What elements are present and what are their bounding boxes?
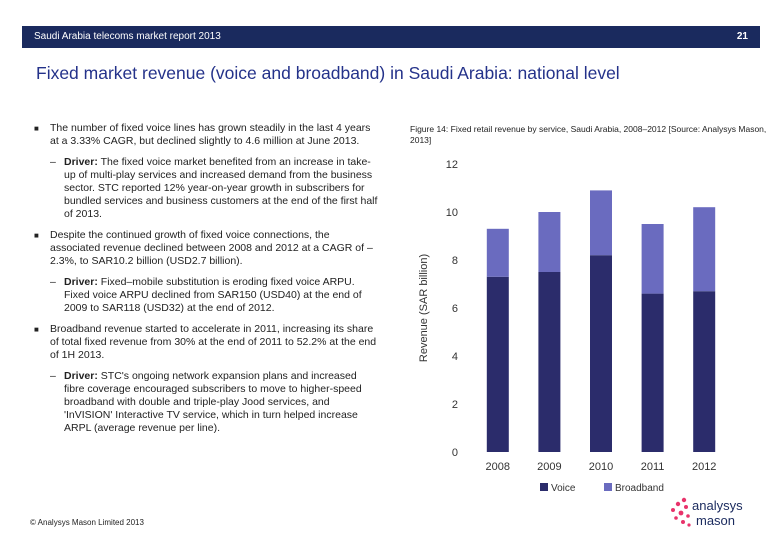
bar-voice-2009: [538, 272, 561, 452]
sub-bullet-text: STC's ongoing network expansion plans an…: [64, 370, 362, 434]
bar-broadband-2009: [538, 212, 561, 272]
figure-caption: Figure 14: Fixed retail revenue by servi…: [410, 124, 767, 145]
revenue-chart: 0 2 4 6 8 10 12 Revenue (SAR billion) 2008 2009 20…: [400, 150, 770, 500]
bullet-list: ■ The number of fixed voice lines has gr…: [34, 122, 379, 443]
bullet-item: ■ The number of fixed voice lines has gr…: [34, 122, 379, 148]
sub-bullet-text: Fixed–mobile substitution is eroding fix…: [64, 276, 362, 314]
legend-label-voice: Voice: [551, 483, 576, 494]
chart-svg: 0 2 4 6 8 10 12 Revenue (SAR billion) 2008 2009 20…: [418, 159, 716, 494]
bullet-marker: ■: [34, 124, 39, 133]
x-tick-label: 2009: [537, 461, 561, 473]
bar-voice-2008: [486, 276, 509, 452]
bullet-text: Broadband revenue started to accelerate …: [50, 323, 377, 361]
x-tick-label: 2011: [641, 461, 665, 473]
sub-bullet-item: – Driver: Fixed–mobile substitution is e…: [34, 276, 379, 315]
driver-label: Driver:: [64, 370, 98, 382]
dash-marker: –: [50, 370, 56, 382]
y-tick-label: 8: [452, 255, 458, 267]
sub-bullet-item: – Driver: STC's ongoing network expansio…: [34, 370, 379, 435]
copyright-footer: © Analysys Mason Limited 2013: [30, 518, 144, 527]
dash-marker: –: [50, 276, 56, 288]
slide-title: Fixed market revenue (voice and broadban…: [36, 63, 620, 83]
bar-broadband-2012: [693, 207, 716, 292]
bullet-item: ■ Despite the continued growth of fixed …: [34, 229, 379, 268]
x-tick-label: 2012: [692, 461, 716, 473]
legend-swatch-voice: [540, 483, 548, 491]
logo-word-1: analysys: [692, 498, 743, 513]
bar-broadband-2008: [486, 228, 509, 277]
legend-label-broadband: Broadband: [615, 483, 664, 494]
bar-voice-2010: [590, 255, 612, 452]
logo-dots-icon: [671, 497, 691, 527]
dash-marker: –: [50, 156, 56, 168]
bar-broadband-2011: [641, 224, 664, 294]
x-tick-label: 2010: [589, 461, 613, 473]
y-tick-label: 10: [446, 207, 458, 219]
legend-swatch-broadband: [604, 483, 612, 491]
logo-word-2: mason: [696, 513, 736, 528]
page-number: 21: [736, 31, 748, 42]
y-axis-label: Revenue (SAR billion): [418, 254, 430, 362]
x-tick-label: 2008: [486, 461, 510, 473]
y-tick-label: 0: [452, 447, 458, 459]
header-bar: Saudi Arabia telecoms market report 2013…: [22, 26, 760, 48]
bar-broadband-2010: [590, 190, 612, 256]
report-title: Saudi Arabia telecoms market report 2013: [34, 31, 221, 42]
driver-label: Driver:: [64, 276, 98, 288]
bar-voice-2012: [693, 291, 716, 452]
bullet-marker: ■: [34, 231, 39, 240]
y-tick-label: 4: [452, 351, 458, 363]
y-tick-label: 6: [452, 303, 458, 315]
analysys-mason-logo: analysys mason: [664, 496, 764, 532]
y-tick-label: 2: [452, 399, 458, 411]
bullet-text: The number of fixed voice lines has grow…: [50, 122, 371, 147]
driver-label: Driver:: [64, 156, 98, 168]
bar-voice-2011: [641, 293, 664, 452]
bullet-text: Despite the continued growth of fixed vo…: [50, 229, 373, 267]
y-tick-label: 12: [446, 159, 458, 171]
sub-bullet-text: The fixed voice market benefited from an…: [64, 156, 378, 220]
bullet-item: ■ Broadband revenue started to accelerat…: [34, 323, 379, 362]
bullet-marker: ■: [34, 325, 39, 334]
sub-bullet-item: – Driver: The fixed voice market benefit…: [34, 156, 379, 221]
